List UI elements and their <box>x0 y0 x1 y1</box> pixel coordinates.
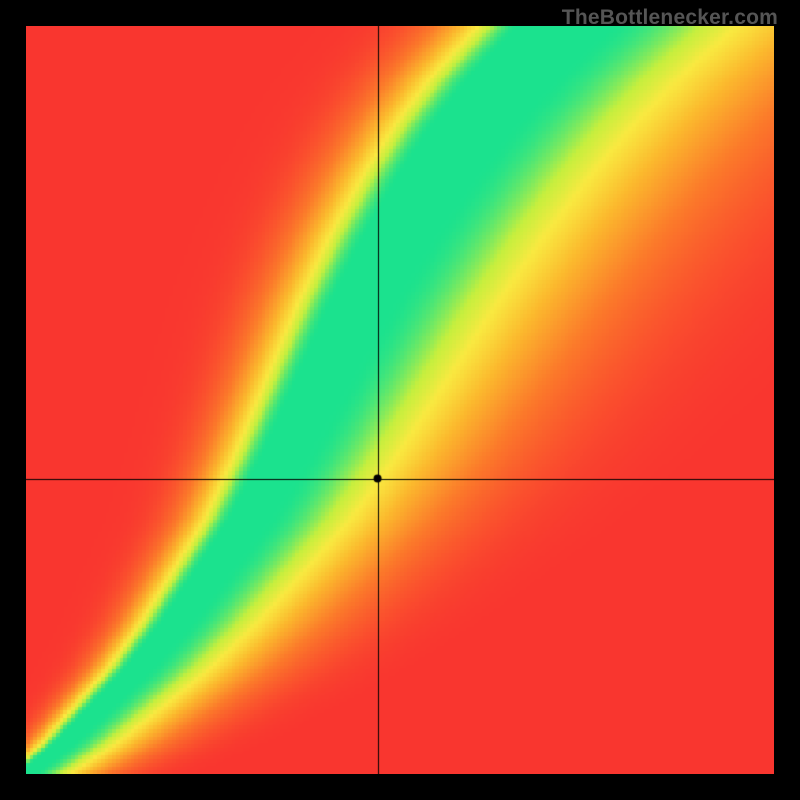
bottleneck-heatmap <box>26 26 774 774</box>
watermark-text: TheBottlenecker.com <box>562 6 778 30</box>
heatmap-canvas <box>26 26 774 774</box>
